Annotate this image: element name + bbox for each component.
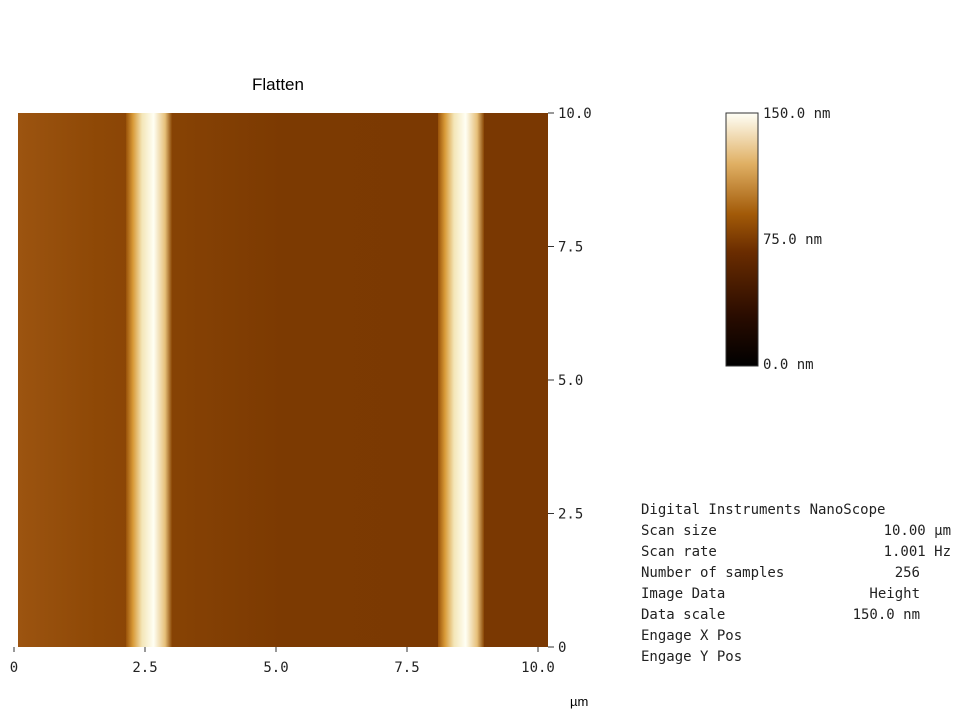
info-label: Scan rate	[641, 544, 717, 560]
color-bar-label: 75.0 nm	[763, 232, 822, 248]
info-value: 1.001 Hz	[884, 544, 951, 560]
color-bar-label: 0.0 nm	[763, 357, 814, 373]
info-label: Digital Instruments NanoScope	[641, 502, 885, 518]
info-label: Data scale	[641, 607, 725, 623]
info-label: Engage X Pos	[641, 628, 742, 644]
color-bar-label: 150.0 nm	[763, 106, 830, 122]
y-tick-label: 2.5	[558, 507, 583, 523]
info-value: 150.0 nm	[853, 607, 920, 623]
y-tick-label: 7.5	[558, 240, 583, 256]
color-bar-labels: 150.0 nm 75.0 nm 0.0 nm	[763, 106, 830, 373]
image-title: Flatten	[252, 75, 304, 94]
line-feature	[438, 113, 484, 647]
info-value: Height	[869, 586, 920, 602]
x-tick-label: 7.5	[394, 660, 419, 676]
color-bar	[725, 112, 759, 367]
x-tick-label: 5.0	[263, 660, 288, 676]
y-tick-label: 5.0	[558, 373, 583, 389]
info-value: 10.00 µm	[884, 523, 951, 539]
y-tick-label: 0	[558, 640, 566, 656]
axes: 0 2.5 5.0 7.5 10.0 10.0 7.5 5.0 2.5 0	[10, 106, 592, 676]
info-label: Number of samples	[641, 565, 784, 581]
info-panel: Digital Instruments NanoScope Scan size 10…	[641, 502, 951, 665]
line-feature	[126, 113, 172, 647]
x-tick-label: 0	[10, 660, 18, 676]
x-tick-label: 2.5	[132, 660, 157, 676]
x-unit: µm	[570, 694, 588, 709]
info-label: Scan size	[641, 523, 717, 539]
y-tick-label: 10.0	[558, 106, 592, 122]
info-value: 256	[895, 565, 920, 581]
x-tick-label: 10.0	[521, 660, 555, 676]
info-label: Engage Y Pos	[641, 649, 742, 665]
info-label: Image Data	[641, 586, 725, 602]
